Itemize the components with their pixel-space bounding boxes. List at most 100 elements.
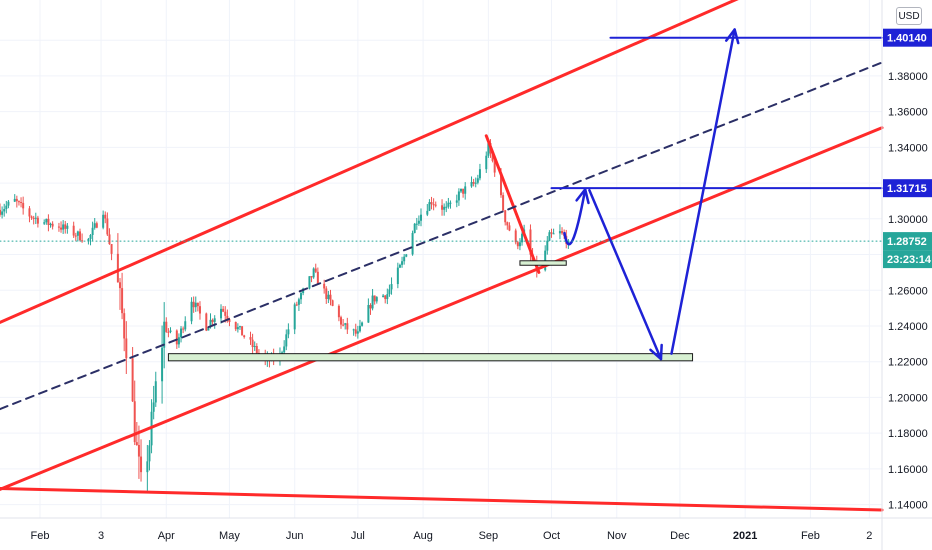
candle-body bbox=[76, 231, 79, 236]
candle-body bbox=[163, 321, 166, 348]
candle-body bbox=[558, 231, 561, 234]
x-tick-label: Sep bbox=[479, 530, 499, 542]
down-projection-arrow bbox=[588, 188, 663, 361]
candle-body bbox=[22, 202, 25, 209]
channel-lower-line bbox=[0, 126, 884, 491]
candle-body bbox=[401, 261, 404, 265]
candle-body bbox=[224, 311, 227, 316]
y-tick-label: 1.14000 bbox=[888, 500, 928, 512]
candle-body bbox=[32, 217, 35, 219]
candle-body bbox=[131, 358, 134, 402]
candle-body bbox=[213, 318, 216, 322]
price-tag-label: 1.28752 bbox=[887, 236, 927, 248]
candle-body bbox=[28, 208, 31, 217]
candle-body bbox=[3, 209, 6, 212]
candle-body bbox=[74, 235, 77, 237]
candle-body bbox=[249, 337, 252, 340]
candles bbox=[0, 139, 570, 492]
candle-body bbox=[434, 204, 437, 206]
candle-body bbox=[411, 233, 414, 255]
candle-body bbox=[110, 244, 113, 254]
candle-body bbox=[49, 223, 52, 225]
candle-body bbox=[337, 305, 340, 318]
candle-body bbox=[91, 227, 94, 235]
bounce-arrow-curve bbox=[563, 188, 587, 246]
candle-body bbox=[165, 321, 168, 332]
candle-body bbox=[123, 313, 126, 339]
candle-body bbox=[529, 229, 532, 255]
candle-body bbox=[34, 217, 37, 219]
candle-body bbox=[310, 276, 313, 278]
candle-body bbox=[375, 297, 378, 302]
candle-body bbox=[209, 319, 212, 328]
candle-body bbox=[190, 301, 193, 322]
currency-badge[interactable]: USD bbox=[896, 7, 922, 25]
local-support-zone bbox=[519, 260, 567, 266]
x-tick-label: Feb bbox=[31, 530, 50, 542]
candle-body bbox=[184, 321, 187, 330]
x-tick-label: Apr bbox=[158, 530, 175, 542]
candle-body bbox=[1, 211, 4, 215]
candle-body bbox=[445, 206, 448, 208]
candle-body bbox=[367, 304, 370, 323]
candle-body bbox=[329, 294, 332, 301]
drawings[interactable] bbox=[0, 0, 884, 512]
candle-body bbox=[255, 345, 258, 353]
candle-body bbox=[323, 283, 326, 289]
base-support-line bbox=[0, 487, 884, 512]
candle-body bbox=[485, 155, 488, 170]
candle-body bbox=[548, 232, 551, 241]
candle-body bbox=[283, 346, 286, 353]
price-tag-label: 23:23:14 bbox=[887, 254, 932, 266]
candle-body bbox=[95, 223, 98, 228]
candle-body bbox=[478, 169, 481, 179]
candle-body bbox=[300, 293, 303, 300]
candle-body bbox=[72, 225, 75, 236]
candle-body bbox=[441, 205, 444, 210]
candle-body bbox=[81, 240, 84, 242]
x-tick-label: 2 bbox=[866, 530, 872, 542]
candle-body bbox=[47, 218, 50, 225]
candle-body bbox=[499, 172, 502, 196]
y-tick-label: 1.38000 bbox=[888, 71, 928, 83]
candle-body bbox=[331, 300, 334, 306]
x-tick-label: Nov bbox=[607, 530, 627, 542]
candle-body bbox=[148, 445, 151, 462]
candle-body bbox=[356, 331, 359, 334]
candle-body bbox=[386, 294, 389, 300]
candle-body bbox=[352, 329, 355, 331]
candle-body bbox=[417, 220, 420, 224]
candle-body bbox=[403, 256, 406, 262]
candle-body bbox=[45, 218, 48, 223]
candle-body bbox=[60, 227, 63, 230]
candle-body bbox=[104, 214, 107, 219]
candle-body bbox=[297, 299, 300, 305]
candle-body bbox=[413, 223, 416, 234]
candle-body bbox=[234, 322, 237, 330]
candle-body bbox=[62, 224, 65, 230]
candle-body bbox=[222, 308, 225, 312]
candle-body bbox=[253, 345, 256, 348]
candle-body bbox=[140, 456, 143, 473]
up-projection-arrow bbox=[670, 28, 736, 355]
candle-body bbox=[211, 319, 214, 322]
candle-body bbox=[420, 214, 423, 221]
candle-body bbox=[17, 201, 20, 203]
y-tick-label: 1.26000 bbox=[888, 285, 928, 297]
candle-body bbox=[207, 327, 210, 331]
candle-body bbox=[295, 304, 298, 306]
candle-body bbox=[87, 238, 90, 242]
price-tag-level bbox=[883, 179, 932, 198]
candle-body bbox=[415, 223, 418, 225]
candle-body bbox=[220, 308, 223, 319]
candle-body bbox=[205, 313, 208, 331]
candle-body bbox=[504, 210, 507, 223]
candle-body bbox=[316, 271, 319, 284]
candle-body bbox=[455, 200, 458, 203]
candle-body bbox=[443, 206, 446, 210]
candle-body bbox=[125, 338, 128, 359]
candle-body bbox=[487, 143, 490, 156]
candle-body bbox=[514, 230, 517, 243]
